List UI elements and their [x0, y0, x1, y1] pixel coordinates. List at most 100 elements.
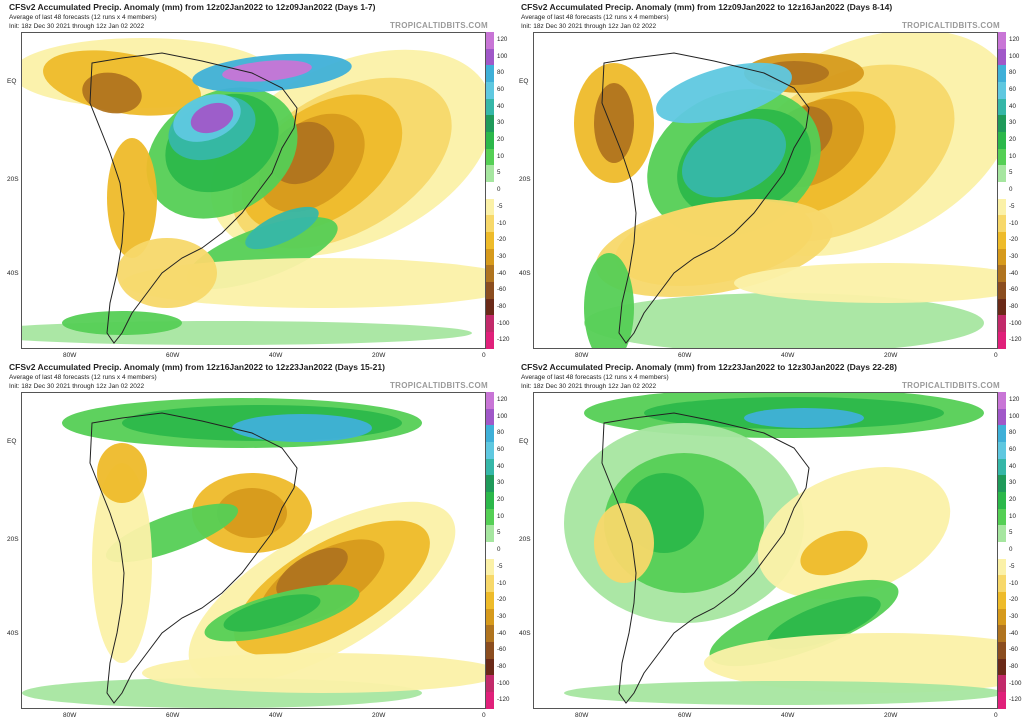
colorbar-label: 10 — [497, 152, 504, 160]
colorbar-swatch — [998, 592, 1006, 609]
panel-subtitle: Average of last 48 forecasts (12 runs x … — [9, 374, 157, 381]
colorbar-label: 20 — [497, 496, 504, 504]
lon-label-80w: 80W — [63, 352, 77, 359]
colorbar-swatch — [998, 425, 1006, 443]
lat-label-40s: 40S — [519, 630, 531, 637]
lat-label-20s: 20S — [519, 176, 531, 183]
colorbar-label: 30 — [497, 479, 504, 487]
colorbar-label: -20 — [497, 596, 506, 604]
precip-anomaly-blob — [744, 408, 864, 428]
precip-anomaly-blob — [82, 72, 142, 114]
colorbar-label: 40 — [1009, 102, 1016, 110]
lat-label-40s: 40S — [7, 270, 19, 277]
colorbar-swatch — [486, 625, 494, 643]
colorbar-swatch — [998, 282, 1006, 299]
colorbar-label: -80 — [497, 662, 506, 670]
colorbar-swatch — [998, 165, 1006, 183]
precip-anomaly-blob — [217, 488, 287, 538]
colorbar-swatch — [998, 98, 1006, 116]
colorbar-label: 40 — [497, 462, 504, 470]
colorbar-swatch — [486, 132, 494, 149]
colorbar-swatch — [998, 48, 1006, 66]
colorbar-swatch — [998, 558, 1006, 576]
colorbar-label: 30 — [1009, 119, 1016, 127]
lon-label-80w: 80W — [575, 352, 589, 359]
lon-label-40w: 40W — [781, 352, 795, 359]
colorbar-swatch — [486, 65, 494, 83]
colorbar-swatch — [998, 492, 1006, 509]
colorbar-swatch — [486, 458, 494, 476]
colorbar-label: -120 — [497, 336, 510, 344]
panel-init-time: Init: 18z Dec 30 2021 through 12z Jan 02… — [521, 23, 657, 30]
colorbar-label: 10 — [497, 512, 504, 520]
colorbar-label: 120 — [497, 396, 508, 403]
lat-label-eq: EQ — [7, 438, 17, 445]
colorbar-swatch — [486, 508, 494, 526]
colorbar-label: -40 — [497, 269, 506, 277]
colorbar-swatch — [998, 692, 1006, 709]
colorbar-swatch — [486, 608, 494, 626]
lon-label-40w: 40W — [781, 712, 795, 719]
colorbar-swatch — [998, 132, 1006, 149]
panel-title: CFSv2 Accumulated Precip. Anomaly (mm) f… — [521, 2, 893, 12]
precip-anomaly-blob — [584, 293, 984, 348]
south-america-outline — [89, 412, 298, 704]
lat-label-20s: 20S — [7, 176, 19, 183]
forecast-panel-2: CFSv2 Accumulated Precip. Anomaly (mm) f… — [512, 0, 1024, 360]
colorbar-swatch — [998, 458, 1006, 476]
lon-label-20w: 20W — [884, 712, 898, 719]
colorbar-swatch — [998, 408, 1006, 426]
lat-label-eq: EQ — [7, 78, 17, 85]
colorbar-label: -60 — [497, 286, 506, 294]
precip-anomaly-blob — [800, 530, 868, 576]
colorbar-label: 5 — [1009, 169, 1013, 177]
colorbar-label: 20 — [1009, 136, 1016, 144]
precip-anomaly-blob — [117, 238, 217, 308]
colorbar-swatch — [486, 392, 494, 409]
colorbar-swatch — [998, 658, 1006, 676]
colorbar-label: -5 — [497, 562, 503, 570]
colorbar — [998, 32, 1006, 349]
colorbar-swatch — [998, 475, 1006, 493]
colorbar-label: 100 — [497, 52, 508, 60]
colorbar-label: 0 — [497, 546, 501, 554]
precip-anomaly-blob — [594, 503, 654, 583]
precip-anomaly-map — [21, 32, 486, 349]
colorbar-swatch — [486, 692, 494, 709]
colorbar-label: 60 — [497, 446, 504, 454]
panel-title: CFSv2 Accumulated Precip. Anomaly (mm) f… — [9, 2, 376, 12]
panel-init-time: Init: 18z Dec 30 2021 through 12z Jan 02… — [9, 383, 145, 390]
precip-anomaly-blob — [190, 102, 234, 134]
brand-watermark: TROPICALTIDBITS.COM — [390, 381, 488, 390]
lon-label-40w: 40W — [269, 712, 283, 719]
colorbar-swatch — [998, 198, 1006, 216]
precip-anomaly-blob — [92, 463, 152, 663]
lon-label-60w: 60W — [166, 712, 180, 719]
precip-anomaly-blob — [62, 311, 182, 335]
lat-label-eq: EQ — [519, 78, 529, 85]
colorbar-swatch — [486, 492, 494, 509]
colorbar-label: 10 — [1009, 152, 1016, 160]
colorbar-label: -120 — [497, 696, 510, 704]
colorbar-label: -20 — [497, 236, 506, 244]
colorbar-swatch — [486, 442, 494, 459]
precip-anomaly-blob — [245, 206, 319, 250]
colorbar-label: 100 — [497, 412, 508, 420]
colorbar — [998, 392, 1006, 709]
colorbar-swatch — [486, 165, 494, 183]
panel-title: CFSv2 Accumulated Precip. Anomaly (mm) f… — [521, 362, 897, 372]
colorbar-label: 120 — [497, 36, 508, 43]
colorbar-label: -100 — [1009, 679, 1022, 687]
colorbar-label: -30 — [497, 612, 506, 620]
lat-label-40s: 40S — [519, 270, 531, 277]
colorbar-swatch — [486, 265, 494, 283]
colorbar-label: 0 — [1009, 186, 1013, 194]
colorbar-swatch — [998, 248, 1006, 266]
colorbar-label: 5 — [1009, 529, 1013, 537]
colorbar-swatch — [486, 148, 494, 166]
colorbar-label: 80 — [497, 429, 504, 437]
colorbar-label: -10 — [1009, 579, 1018, 587]
colorbar-label: 60 — [1009, 86, 1016, 94]
colorbar-label: -5 — [497, 202, 503, 210]
precip-anomaly-blob — [584, 253, 634, 348]
